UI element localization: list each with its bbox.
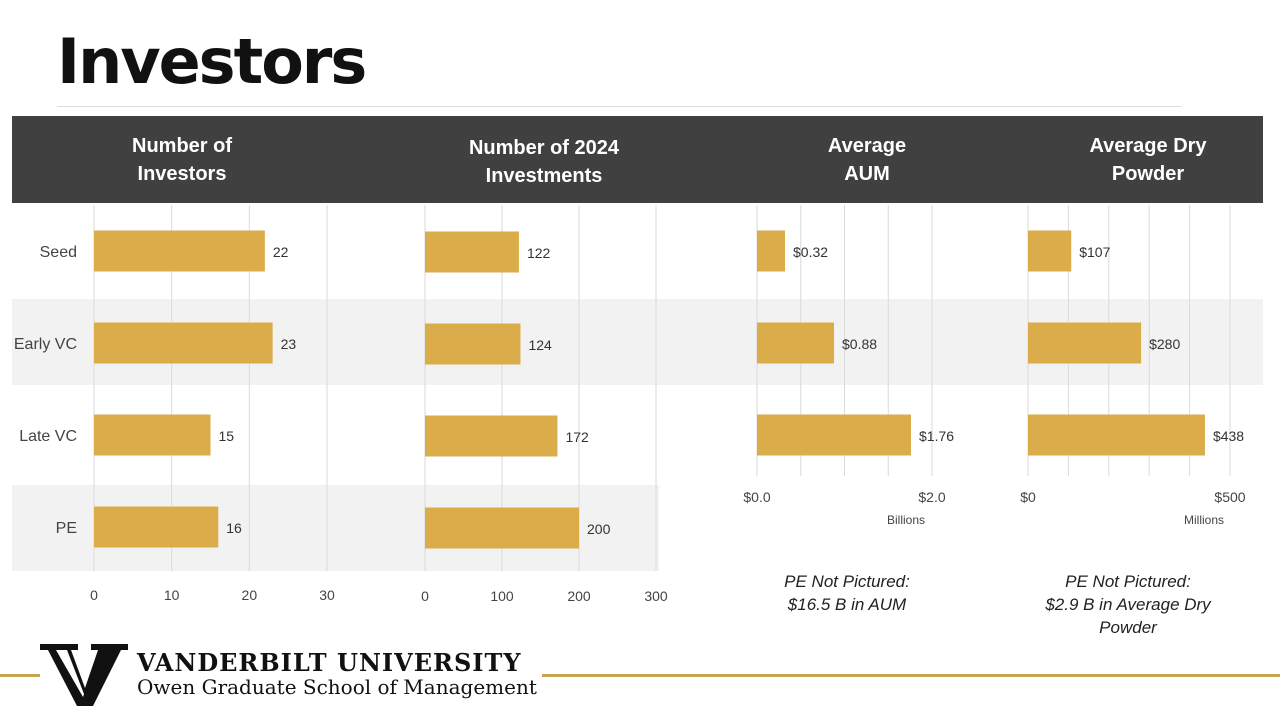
chart0-tick-label-0: 0 [90,587,98,603]
title-divider [57,106,1181,107]
vanderbilt-v-logo: V [40,644,128,706]
university-name: VANDERBILT UNIVERSITY [137,648,522,677]
chart1-data-label-0: 122 [527,245,551,261]
chart3-tick-label-1: $500 [1214,489,1245,505]
chart3-axis-unit: Millions [1184,513,1224,527]
chart0-data-label-3: 16 [226,520,242,536]
chart0-bar-seed [94,230,265,272]
chart2-data-label-1: $0.88 [842,336,877,352]
chart0-data-label-1: 23 [281,336,297,352]
chart1-tick-label-0: 0 [421,588,429,604]
chart0-data-label-2: 15 [219,428,235,444]
chart3-bar-early-vc [1028,322,1142,364]
chart1-tick-label-3: 300 [644,588,668,604]
chart0-bar-pe [94,506,219,548]
slide-title: Investors [57,25,367,98]
chart3-data-label-0: $107 [1079,244,1110,260]
chart2-data-label-0: $0.32 [793,244,828,260]
chart1-bar-pe [425,507,579,549]
chart1-bar-early-vc [425,323,521,365]
header-average-aum: Average AUM [827,135,907,185]
chart0-tick-label-2: 20 [242,587,258,603]
header-number-of-investors: Number of Investors [132,135,232,185]
note-dry-powder-pe-not-pictured: PE Not Pictured: $2.9 B in Average Dry P… [1045,572,1211,637]
chart1-data-label-3: 200 [587,521,611,537]
chart3-tick-label-0: $0 [1020,489,1036,505]
chart0-data-label-0: 22 [273,244,289,260]
chart2-bar-late-vc [757,414,911,456]
row-label-early-vc: Early VC [14,336,77,353]
row-label-seed: Seed [40,244,77,261]
chart1-bar-late-vc [425,415,558,457]
school-name: Owen Graduate School of Management [137,675,537,699]
chart0-tick-label-1: 10 [164,587,180,603]
note-aum-pe-not-pictured: PE Not Pictured: $16.5 B in AUM [784,572,910,614]
chart2-axis-unit: Billions [887,513,925,527]
chart3-data-label-2: $438 [1213,428,1244,444]
chart2-tick-label-1: $2.0 [918,489,945,505]
chart1-tick-label-2: 200 [567,588,591,604]
header-number-of-investments: Number of 2024 Investments [468,137,620,187]
chart3-bar-seed [1028,230,1072,272]
chart0-bar-late-vc [94,414,211,456]
chart1-data-label-1: 124 [528,337,552,353]
chart2-bar-early-vc [757,322,834,364]
chart1-bar-seed [425,231,519,273]
chart0-bar-early-vc [94,322,273,364]
chart3-bar-late-vc [1028,414,1205,456]
footer-rule-left [0,674,40,677]
chart2-tick-label-0: $0.0 [743,489,770,505]
chart2-data-label-2: $1.76 [919,428,954,444]
header-band [12,116,1263,203]
chart0-tick-label-3: 30 [319,587,335,603]
row-label-pe: PE [56,520,77,537]
chart1-data-label-2: 172 [565,429,589,445]
chart2-bar-seed [757,230,785,272]
header-average-dry-powder: Average Dry Powder [1089,135,1207,185]
chart1-tick-label-1: 100 [490,588,514,604]
footer-rule-right [542,674,1280,677]
chart3-data-label-1: $280 [1149,336,1180,352]
row-label-late-vc: Late VC [19,428,77,445]
